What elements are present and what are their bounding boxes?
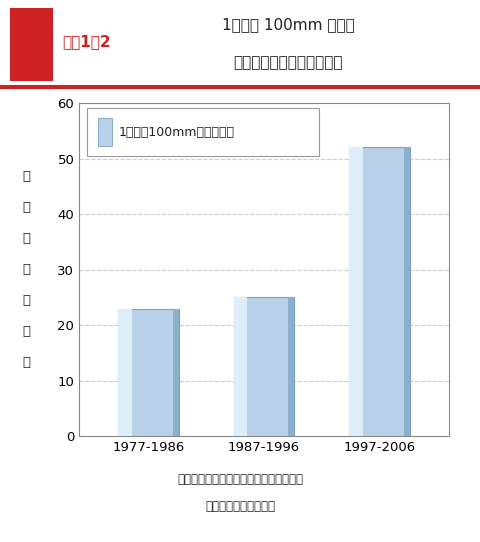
Text: 1時間に 100mm 以上の: 1時間に 100mm 以上の <box>222 17 354 32</box>
Bar <box>404 147 409 436</box>
Bar <box>172 308 179 436</box>
Text: 測: 測 <box>23 202 30 214</box>
Bar <box>349 147 409 436</box>
Text: 回: 回 <box>23 233 30 245</box>
Text: 数: 数 <box>23 263 30 276</box>
Text: 図表1－2: 図表1－2 <box>62 34 111 49</box>
Text: 回: 回 <box>23 325 30 338</box>
Bar <box>119 308 132 436</box>
Text: （: （ <box>23 294 30 307</box>
FancyBboxPatch shape <box>86 108 320 156</box>
Text: 雨が観測された回数の推移: 雨が観測された回数の推移 <box>233 55 343 70</box>
Text: 資料：気象庁データを用いて内閣府作成: 資料：気象庁データを用いて内閣府作成 <box>177 473 303 486</box>
Text: （協力　国土交通省）: （協力 国土交通省） <box>205 500 275 513</box>
Bar <box>234 298 294 436</box>
Bar <box>234 298 247 436</box>
Text: ）: ） <box>23 356 30 369</box>
Bar <box>119 308 179 436</box>
Text: 観: 観 <box>23 171 30 183</box>
Bar <box>288 298 294 436</box>
FancyBboxPatch shape <box>98 118 112 146</box>
Text: 1時間に100mm以上の降雨: 1時間に100mm以上の降雨 <box>119 126 235 139</box>
Bar <box>349 147 363 436</box>
